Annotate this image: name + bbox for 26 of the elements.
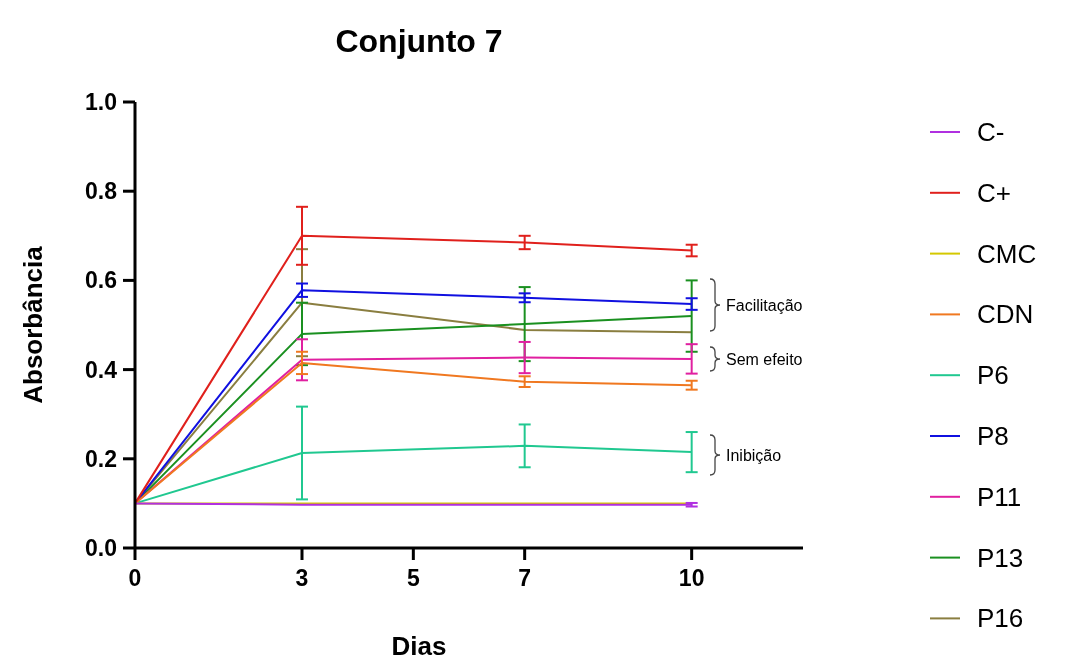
y-tick-label: 0.8	[85, 178, 118, 205]
x-tick-label: 5	[406, 565, 420, 591]
y-axis-title: Absorbância	[18, 245, 48, 404]
legend-label: CDN	[977, 299, 1034, 330]
y-tick-label: 0.2	[85, 445, 117, 472]
annotation: Facilitação	[726, 297, 803, 314]
legend-label: P8	[977, 421, 1009, 451]
x-tick-label: 10	[678, 565, 705, 591]
x-tick-label: 3	[295, 565, 309, 591]
y-tick-label: 0.4	[85, 356, 118, 383]
legend-label: P6	[977, 360, 1009, 391]
annotation: Inibição	[726, 447, 782, 464]
y-tick-label: 1.0	[85, 89, 117, 115]
legend-label: C-	[977, 117, 1005, 147]
annotation: Sem efeito	[726, 351, 803, 368]
y-tick-label: 0.6	[85, 267, 117, 294]
legend-label: CMC	[977, 238, 1037, 269]
legend-label: P11	[977, 481, 1022, 512]
legend-label: C+	[977, 177, 1011, 208]
y-tick-label: 0.0	[85, 535, 117, 561]
x-axis-title: Dias	[391, 631, 447, 661]
legend-label: P16	[977, 603, 1024, 634]
legend-label: P13	[977, 542, 1024, 573]
x-tick-label: 7	[518, 565, 532, 591]
chart-title: Conjunto 7	[335, 23, 503, 59]
x-tick-label: 0	[128, 565, 142, 591]
